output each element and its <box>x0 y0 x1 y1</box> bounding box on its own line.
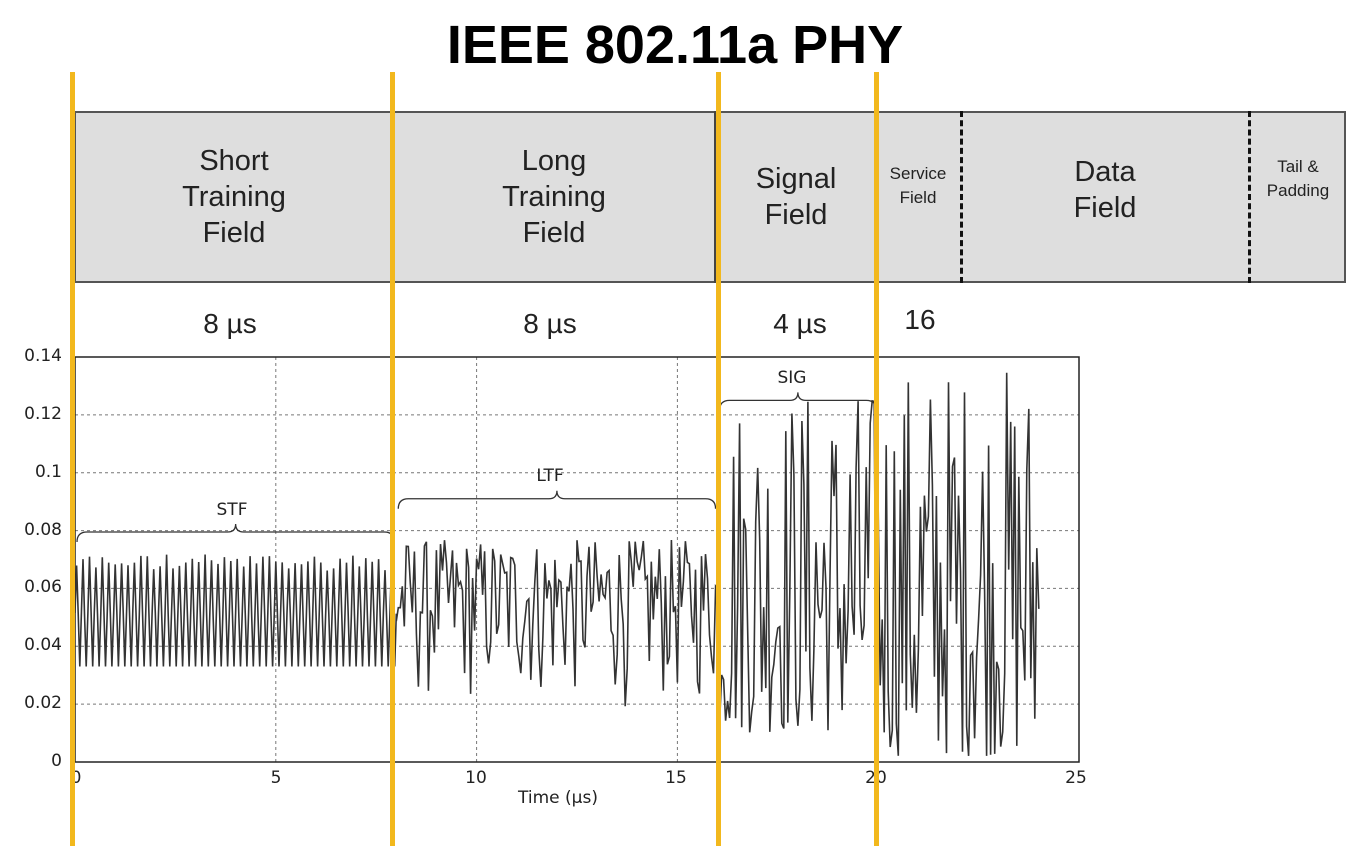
y-tick-label: 0.1 <box>34 462 62 482</box>
time-marker-20us <box>874 72 879 846</box>
duration-signal: 4 µs <box>773 308 827 339</box>
signal-trace-stf <box>74 554 398 667</box>
field-divider <box>714 111 716 283</box>
x-tick-label: 25 <box>1065 768 1087 788</box>
field-service: Service Field <box>889 164 947 207</box>
duration-service: 16 <box>904 304 936 335</box>
x-tick-label: 15 <box>665 768 687 788</box>
annotation-stf-label: STF <box>216 500 248 520</box>
field-short-training: Short Training Field <box>182 145 286 249</box>
frame-structure-bar <box>74 111 1346 283</box>
x-tick-label: 5 <box>270 768 282 788</box>
annotation-sig-label: SIG <box>777 368 807 388</box>
x-axis-label: Time (µs) <box>518 788 598 808</box>
y-tick-label: 0.02 <box>24 693 62 713</box>
time-marker-8us <box>390 72 395 846</box>
field-divider-dashed <box>960 111 963 283</box>
duration-ltf: 8 µs <box>523 308 577 339</box>
annotation-ltf-label: LTF <box>536 466 564 486</box>
signal-trace-data <box>877 372 1040 756</box>
brace-ltf <box>397 490 717 509</box>
slide-title: IEEE 802.11a PHY <box>446 15 904 75</box>
duration-stf: 8 µs <box>203 308 257 339</box>
y-tick-label: 0.06 <box>24 577 62 597</box>
brace-stf <box>76 523 395 543</box>
y-tick-label: 0 <box>51 751 62 771</box>
field-long-training: Long Training Field <box>502 145 606 249</box>
y-tick-label: 0.14 <box>24 346 62 366</box>
brace-sig <box>718 392 877 411</box>
field-tail-padding: Tail & Padding <box>1266 157 1330 200</box>
field-signal: Signal Field <box>755 163 837 231</box>
y-tick-label: 0.12 <box>24 404 62 424</box>
signal-trace-ltf <box>395 539 719 707</box>
field-data: Data Field <box>1073 156 1137 224</box>
x-tick-label: 0 <box>70 768 82 788</box>
signal-trace-sig <box>716 399 879 733</box>
time-marker-16us <box>716 72 721 846</box>
y-tick-label: 0.08 <box>24 520 62 540</box>
plot-frame <box>74 356 1080 763</box>
time-marker-0us <box>70 72 75 846</box>
field-divider-dashed <box>1248 111 1251 283</box>
x-tick-label: 10 <box>465 768 487 788</box>
y-tick-label: 0.04 <box>24 635 62 655</box>
